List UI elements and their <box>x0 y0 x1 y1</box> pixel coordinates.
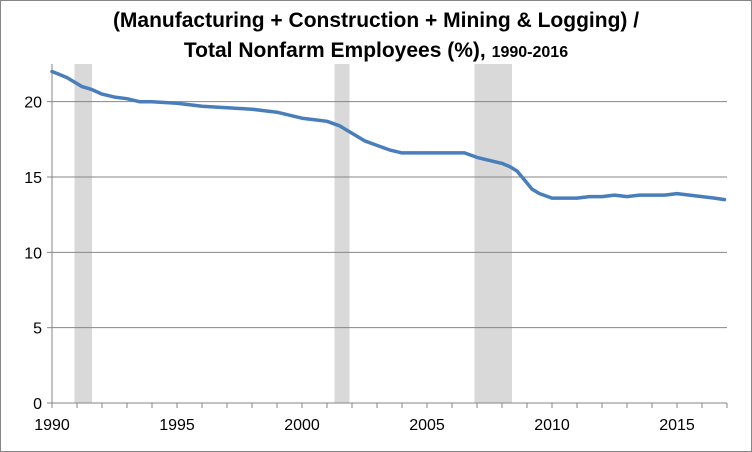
data-point <box>488 159 491 162</box>
y-tick-label-10: 10 <box>24 245 42 262</box>
data-point <box>301 117 303 119</box>
data-point <box>688 194 691 196</box>
data-point <box>476 156 478 159</box>
data-point <box>363 140 366 142</box>
chart-title-line2: Total Nonfarm Employees (%), 1990-2016 <box>0 36 752 68</box>
data-point <box>516 170 518 172</box>
data-point <box>313 119 316 121</box>
data-point <box>151 101 153 103</box>
data-point <box>676 192 678 195</box>
data-point <box>81 86 83 88</box>
recession-bands <box>74 64 512 403</box>
data-point <box>576 197 578 199</box>
data-point <box>651 194 653 196</box>
data-point <box>463 152 466 154</box>
chart-title-years: 1990-2016 <box>491 44 569 61</box>
data-point <box>638 194 641 196</box>
data-point <box>538 192 541 195</box>
data-point <box>126 98 128 100</box>
x-tick-label-2015: 2015 <box>659 417 695 434</box>
x-tick-label-2000: 2000 <box>284 417 320 434</box>
data-point <box>263 110 266 112</box>
data-point <box>508 165 511 168</box>
data-point <box>531 188 533 190</box>
data-point <box>73 81 76 83</box>
data-point <box>91 89 93 91</box>
data-point <box>226 107 228 109</box>
data-point <box>701 195 703 198</box>
data-point <box>138 101 141 103</box>
data-point <box>613 194 616 196</box>
data-point <box>663 194 666 196</box>
data-point <box>201 105 203 107</box>
axes <box>47 64 728 408</box>
data-point <box>388 149 391 151</box>
data-point <box>338 125 341 127</box>
data-point <box>326 120 328 122</box>
data-point <box>588 195 591 198</box>
chart-title-line1: (Manufacturing + Construction + Mining &… <box>112 9 640 32</box>
data-point <box>66 76 68 79</box>
data-point <box>113 96 116 98</box>
data-point <box>401 152 403 154</box>
data-point <box>51 70 53 73</box>
data-point <box>176 102 178 104</box>
y-tick-label-5: 5 <box>33 321 42 338</box>
y-tick-label-15: 15 <box>24 170 42 187</box>
data-point <box>563 197 566 199</box>
data-point <box>551 197 553 199</box>
series-line-1 <box>50 69 727 202</box>
data-point <box>58 73 61 76</box>
data-point <box>276 111 278 113</box>
data-point <box>426 152 428 154</box>
data-point <box>713 197 716 199</box>
chart-title: (Manufacturing + Construction + Mining &… <box>0 6 752 68</box>
data-point <box>501 162 503 165</box>
recession-band-2 <box>334 64 350 403</box>
data-point <box>188 104 191 106</box>
chart-title-main: Total Nonfarm Employees (%), <box>183 39 486 62</box>
data-point <box>376 144 378 146</box>
y-tick-label-0: 0 <box>33 396 42 413</box>
data-point <box>523 179 526 181</box>
data-point <box>101 93 103 95</box>
tick-labels: 0 5 10 15 20 1990 1995 2000 2005 2010 2015 <box>24 95 695 434</box>
data-point <box>351 132 353 134</box>
data-point <box>723 199 726 201</box>
y-tick-label-20: 20 <box>24 95 42 112</box>
data-point <box>288 114 291 116</box>
data-point <box>601 195 603 198</box>
x-tick-label-1995: 1995 <box>159 417 195 434</box>
x-tick-label-1990: 1990 <box>34 417 70 434</box>
data-point <box>626 195 628 198</box>
data-point <box>251 108 253 110</box>
gridlines <box>52 101 727 329</box>
recession-band-3 <box>474 64 512 403</box>
recession-band-1 <box>74 64 92 403</box>
data-point <box>451 152 453 154</box>
x-tick-label-2010: 2010 <box>534 417 570 434</box>
series-layer <box>50 69 727 202</box>
x-tick-label-2005: 2005 <box>409 417 445 434</box>
